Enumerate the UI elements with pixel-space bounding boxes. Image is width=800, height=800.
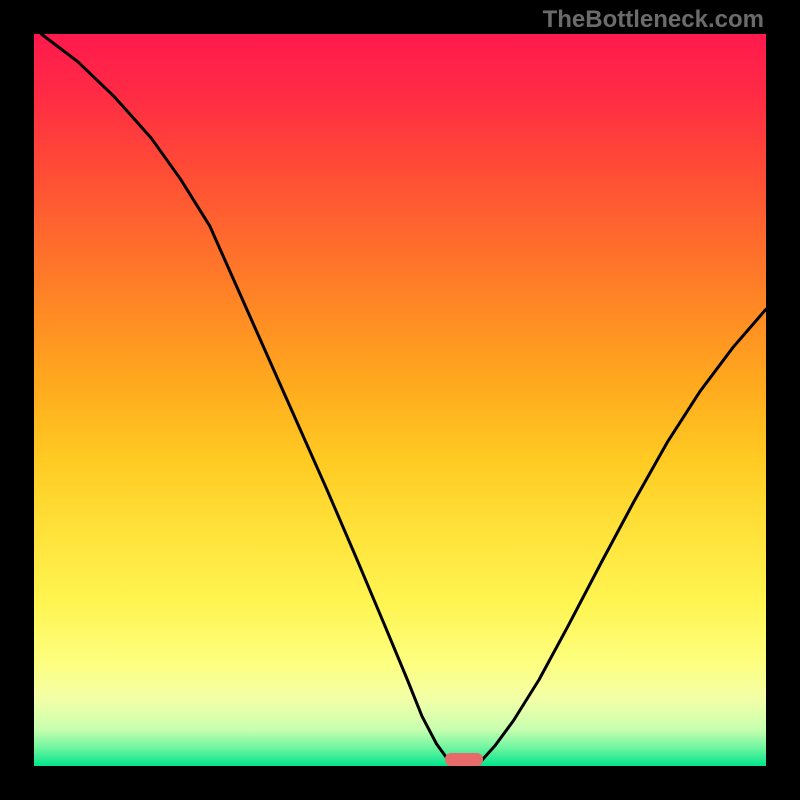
chart-curve-svg	[34, 34, 766, 766]
chart-plot-area	[34, 34, 766, 766]
chart-marker	[445, 753, 483, 766]
bottleneck-curve	[41, 34, 766, 766]
watermark-label: TheBottleneck.com	[543, 6, 764, 34]
